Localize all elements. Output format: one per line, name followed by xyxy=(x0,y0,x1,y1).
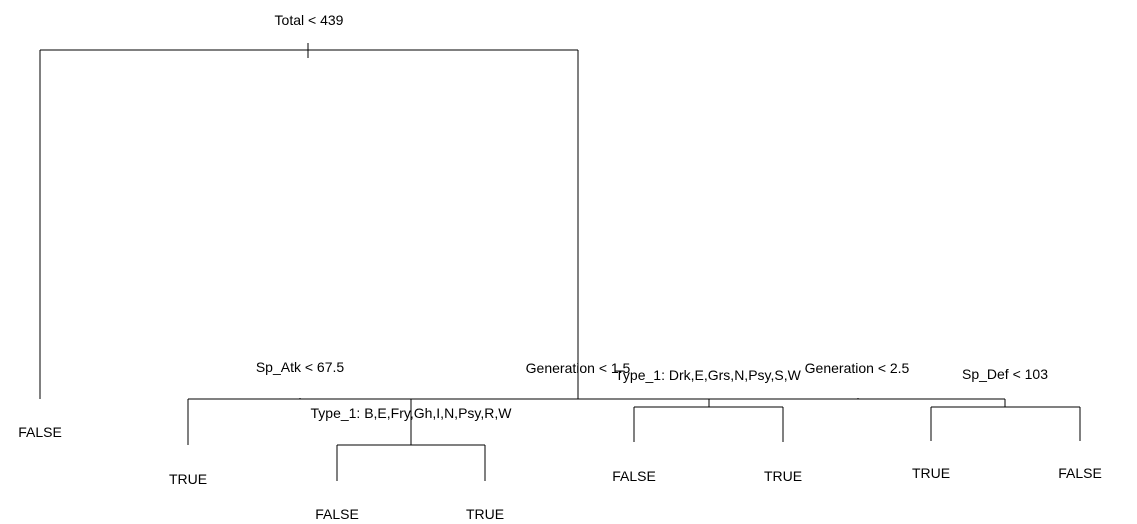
split-node-type1-b: Type_1: Drk,E,Grs,N,Psy,S,W xyxy=(615,367,802,442)
split-node-sp-atk: Sp_Atk < 67.5 xyxy=(187,359,412,445)
split-label: Sp_Atk < 67.5 xyxy=(256,359,345,375)
split-label: Generation < 1.5 xyxy=(526,360,631,376)
split-node-type1-a: Type_1: B,E,Fry,Gh,I,N,Psy,R,W xyxy=(311,405,513,481)
split-label: Type_1: Drk,E,Grs,N,Psy,S,W xyxy=(615,367,801,383)
split-node-generation-2: Generation < 2.5 xyxy=(708,360,1006,407)
leaf-label: FALSE xyxy=(18,424,62,440)
split-label: Sp_Def < 103 xyxy=(962,366,1048,382)
split-label: Generation < 2.5 xyxy=(805,360,910,376)
leaf-label: TRUE xyxy=(912,465,950,481)
leaf-label: FALSE xyxy=(1058,465,1102,481)
split-node-total: Total < 439 xyxy=(39,12,579,399)
split-label: Total < 439 xyxy=(275,12,344,28)
split-node-sp-def: Sp_Def < 103 xyxy=(930,366,1081,441)
split-label: Type_1: B,E,Fry,Gh,I,N,Psy,R,W xyxy=(311,405,513,421)
leaf-label: TRUE xyxy=(764,468,802,484)
leaf-label: TRUE xyxy=(169,471,207,487)
leaf-label: FALSE xyxy=(612,468,656,484)
leaf-label: TRUE xyxy=(466,506,504,522)
leaf-label: FALSE xyxy=(315,506,359,522)
